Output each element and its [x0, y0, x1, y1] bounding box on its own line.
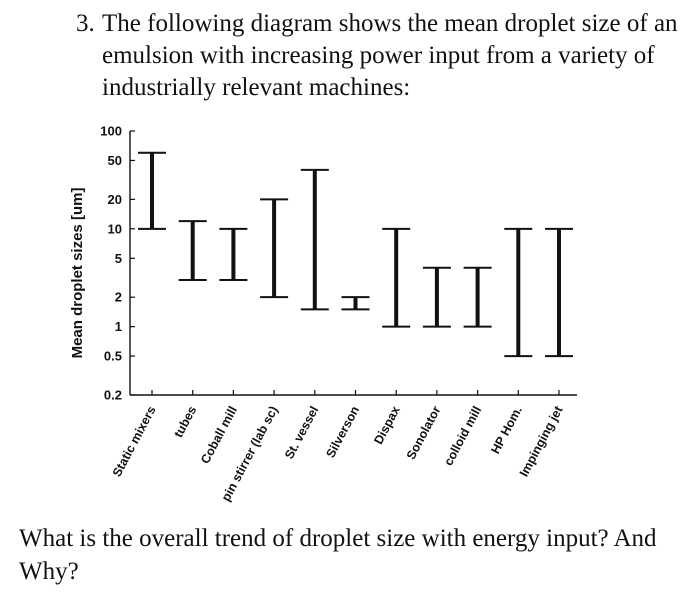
- followup-question: What is the overall trend of droplet siz…: [19, 525, 657, 585]
- x-category-label: tubes: [171, 404, 199, 440]
- x-category-label: Dispax: [371, 404, 403, 447]
- y-tick-label: 5: [115, 251, 122, 266]
- y-tick-label: 20: [108, 192, 122, 207]
- y-axis-title: Mean droplet sizes [um]: [69, 188, 86, 359]
- x-category-label: HP Hom.: [488, 404, 525, 456]
- question-block: 3. The following diagram shows the mean …: [76, 8, 678, 104]
- y-tick-label: 100: [100, 124, 122, 139]
- x-category-label: Silverson: [323, 404, 362, 460]
- x-category-label: Coball mill: [198, 404, 240, 466]
- y-tick-label: 50: [108, 153, 122, 168]
- x-category-label: Sonolator: [404, 404, 444, 462]
- y-tick-label: 2: [115, 290, 122, 305]
- question-text: The following diagram shows the mean dro…: [102, 10, 678, 101]
- y-tick-label: 1: [115, 319, 122, 334]
- question-number: 3.: [76, 10, 95, 37]
- x-category-label: colloid mill: [441, 404, 484, 468]
- droplet-size-chart: 100 50 20 10 5 2 1 0.5 0.2 Mean droplet sizes [um…: [69, 124, 577, 504]
- x-category-label: St. vessel: [282, 404, 321, 462]
- x-category-label: Static mixers: [110, 404, 159, 479]
- y-tick-label: 10: [108, 221, 122, 236]
- y-tick-label: 0.5: [104, 349, 122, 364]
- y-tick-label: 0.2: [104, 388, 122, 403]
- x-category-label: Impinging jet: [517, 403, 566, 479]
